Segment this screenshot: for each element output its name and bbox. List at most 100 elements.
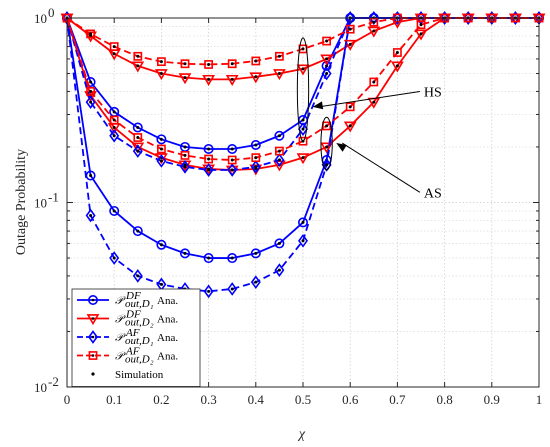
simulation-point — [112, 209, 116, 213]
data-point-marker — [225, 165, 239, 177]
simulation-point — [325, 72, 329, 76]
simulation-point — [325, 57, 329, 61]
x-tick-label: 0.3 — [200, 392, 216, 407]
data-point-marker — [439, 11, 450, 25]
data-point-marker — [250, 139, 261, 150]
simulation-point — [348, 27, 352, 31]
legend-dot — [91, 317, 95, 320]
simulation-point — [159, 147, 163, 151]
x-tick-label: 1 — [536, 392, 543, 407]
data-point-marker — [463, 11, 474, 25]
data-point-marker — [133, 133, 143, 142]
x-tick-label: 0.2 — [153, 392, 169, 407]
legend-marker — [88, 330, 98, 344]
simulation-point — [89, 89, 93, 93]
data-point-marker — [156, 134, 167, 145]
data-point-marker — [156, 154, 167, 168]
annotation-ellipse — [296, 37, 310, 142]
x-tick-label: 0.8 — [436, 392, 452, 407]
data-point-marker — [274, 263, 285, 277]
simulation-point — [89, 80, 93, 84]
simulation-point — [395, 64, 399, 68]
simulation-point — [230, 77, 234, 81]
data-point-marker — [274, 153, 285, 167]
data-point-marker — [345, 11, 356, 25]
simulation-point — [112, 256, 116, 260]
data-point-marker — [203, 163, 214, 177]
annotation-label: HS — [424, 86, 442, 101]
simulation-point — [230, 147, 234, 151]
annotation-as: AS — [320, 116, 442, 201]
y-tick-label: 10 — [34, 11, 47, 26]
simulation-point — [89, 174, 93, 178]
simulation-point — [348, 42, 352, 46]
data-point-marker — [178, 73, 192, 85]
simulation-point — [207, 168, 211, 172]
simulation-point — [254, 251, 258, 255]
simulation-point — [183, 153, 187, 157]
data-point-marker — [298, 233, 308, 248]
data-point-marker — [369, 17, 379, 27]
data-point-marker — [109, 128, 120, 143]
simulation-point — [325, 163, 329, 167]
y-tick-label: 10 — [34, 380, 47, 395]
simulation-point — [395, 51, 399, 55]
data-point-marker — [251, 56, 261, 66]
simulation-point — [277, 149, 281, 153]
simulation-point — [254, 280, 258, 284]
simulation-point — [301, 67, 305, 71]
data-point-marker — [132, 269, 143, 283]
simulation-point — [325, 124, 329, 128]
data-point-marker — [345, 102, 355, 112]
data-point-marker — [203, 143, 214, 154]
simulation-point — [254, 59, 258, 63]
data-point-marker — [227, 155, 237, 165]
annotation-arrow — [341, 142, 421, 193]
data-point-marker — [227, 143, 238, 154]
x-tick-label: 0.6 — [342, 392, 359, 407]
data-point-marker — [249, 72, 263, 84]
x-axis-label: χ — [297, 427, 306, 442]
simulation-point — [301, 156, 305, 160]
legend-dot — [91, 335, 95, 339]
simulation-point — [207, 77, 211, 81]
annotations: HS AS — [296, 37, 442, 201]
data-point-marker — [250, 248, 261, 259]
legend-symbol: 𝒫 — [115, 295, 126, 307]
simulation-point — [325, 39, 329, 43]
simulation-point — [207, 256, 211, 260]
simulation-point — [348, 105, 352, 109]
data-point-marker — [86, 29, 95, 39]
x-tick-label: 0.9 — [484, 392, 500, 407]
simulation-point — [136, 229, 140, 233]
simulation-point — [277, 158, 281, 162]
legend-subscript: out,D₁ — [125, 298, 154, 310]
data-point-marker — [391, 61, 404, 73]
simulation-point — [89, 214, 93, 218]
simulation-point — [159, 72, 163, 76]
simulation-point — [183, 62, 187, 66]
simulation-point — [89, 100, 93, 104]
data-point-marker — [132, 144, 143, 158]
legend-label: Ana. — [157, 295, 178, 307]
data-point-marker — [202, 74, 215, 86]
legend-entry: Simulation — [91, 369, 164, 381]
simulation-point — [183, 145, 187, 149]
annotation-label: AS — [424, 186, 442, 201]
simulation-point — [112, 110, 116, 114]
data-point-marker — [367, 26, 381, 38]
x-tick-label: 0.5 — [295, 392, 311, 407]
legend-marker — [88, 294, 99, 305]
data-point-marker — [297, 217, 308, 228]
simulation-point — [112, 52, 116, 56]
legend-symbol: 𝒫 — [115, 314, 126, 326]
data-point-marker — [180, 248, 191, 259]
simulation-point — [136, 136, 140, 140]
simulation-point — [230, 158, 234, 162]
data-point-marker — [345, 24, 355, 34]
data-point-marker — [227, 59, 237, 69]
simulation-point — [136, 274, 140, 278]
legend-marker — [86, 314, 100, 326]
